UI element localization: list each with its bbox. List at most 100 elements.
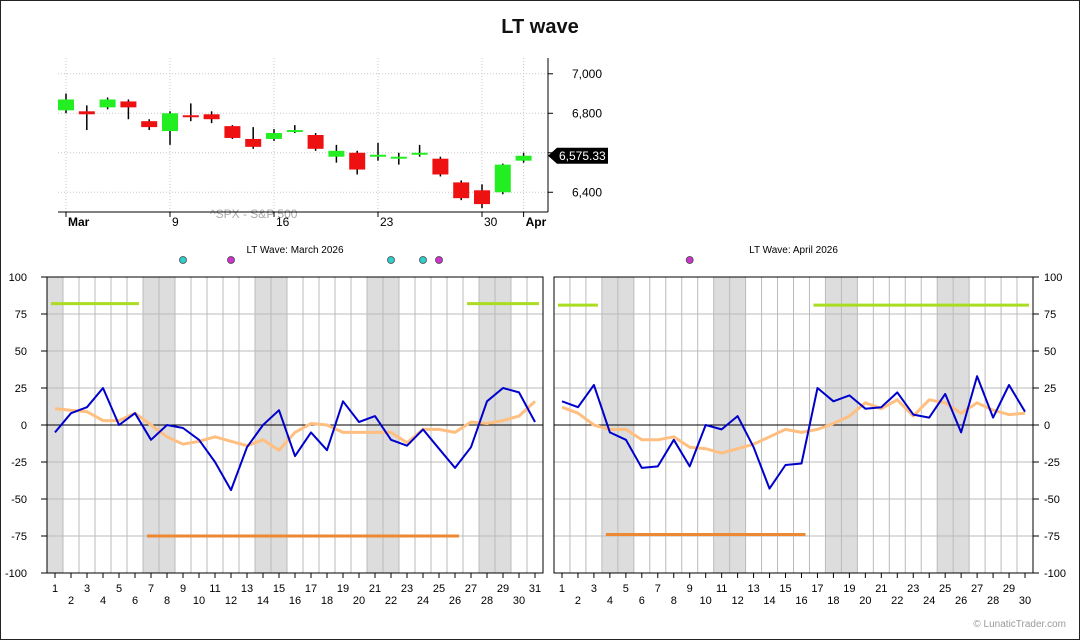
- x-tick-label: 9: [172, 215, 179, 229]
- chart-title: LT wave: [501, 16, 579, 38]
- watermark: ^SPX - S&P 500: [210, 207, 298, 221]
- day-label: 8: [671, 595, 677, 607]
- day-label: 1: [559, 583, 565, 595]
- day-label: 28: [481, 595, 493, 607]
- y-tick-label-left: -75: [11, 531, 27, 543]
- spx-candlestick-chart: ^SPX - S&P 5006,4006,6006,8007,000Mar916…: [58, 58, 608, 229]
- event-dot: [387, 256, 395, 264]
- candle-up: [162, 113, 178, 132]
- day-label: 17: [305, 583, 317, 595]
- day-label: 6: [132, 595, 138, 607]
- day-label: 26: [449, 595, 461, 607]
- candle-up: [286, 130, 303, 133]
- candle-down: [453, 182, 470, 199]
- day-label: 18: [321, 595, 333, 607]
- x-tick-label: 30: [484, 215, 498, 229]
- day-label: 10: [700, 595, 712, 607]
- last-value-marker: [548, 147, 608, 164]
- y-tick-label-right: 50: [1044, 346, 1056, 358]
- day-label: 15: [779, 583, 791, 595]
- day-label: 7: [655, 583, 661, 595]
- y-tick-label-left: 0: [21, 420, 27, 432]
- x-tick-label: Apr: [526, 215, 547, 229]
- day-label: 10: [193, 595, 205, 607]
- april-panel-title: LT Wave: April 2026: [749, 245, 838, 256]
- candle-down: [120, 101, 137, 108]
- day-label: 18: [827, 595, 839, 607]
- april-plot-frame: [553, 276, 1034, 574]
- day-label: 25: [433, 583, 445, 595]
- x-tick-label: 23: [380, 215, 394, 229]
- day-label: 14: [257, 595, 269, 607]
- day-label: 19: [843, 583, 855, 595]
- y-tick-label-left: 50: [15, 346, 27, 358]
- day-label: 6: [639, 595, 645, 607]
- day-label: 23: [907, 583, 919, 595]
- event-dot: [227, 256, 235, 264]
- day-label: 23: [401, 583, 413, 595]
- y-tick-label: 7,000: [572, 67, 602, 81]
- candle-up: [99, 99, 116, 108]
- candle-up: [266, 133, 282, 139]
- day-label: 9: [180, 583, 186, 595]
- event-dot: [685, 256, 694, 264]
- event-dot: [435, 256, 443, 264]
- y-tick-label-left: -25: [11, 457, 27, 469]
- y-tick-label-left: 75: [15, 309, 27, 321]
- day-label: 15: [273, 583, 285, 595]
- candle-down: [349, 152, 366, 170]
- y-tick-label-left: 25: [15, 383, 27, 395]
- day-label: 26: [955, 595, 967, 607]
- candle-up: [411, 152, 428, 155]
- day-label: 4: [607, 595, 613, 607]
- candle-up: [58, 99, 74, 111]
- day-label: 8: [164, 595, 170, 607]
- day-label: 16: [289, 595, 301, 607]
- day-label: 28: [987, 595, 999, 607]
- day-label: 22: [385, 595, 397, 607]
- candle-down: [245, 138, 262, 147]
- y-tick-label-right: -50: [1044, 494, 1060, 506]
- candle-down: [78, 111, 95, 115]
- day-label: 20: [859, 595, 871, 607]
- credit-label: © LunaticTrader.com: [973, 619, 1066, 630]
- y-tick-label-left: -100: [5, 568, 27, 580]
- day-label: 27: [971, 583, 983, 595]
- day-label: 2: [575, 595, 581, 607]
- day-label: 14: [763, 595, 775, 607]
- y-tick-label: 6,400: [572, 185, 602, 199]
- day-label: 12: [225, 595, 237, 607]
- event-dot: [419, 256, 427, 264]
- candle-up: [370, 154, 386, 157]
- day-label: 5: [116, 583, 122, 595]
- day-label: 31: [529, 583, 541, 595]
- y-tick-label-right: -100: [1044, 568, 1066, 580]
- day-label: 30: [1019, 595, 1031, 607]
- march-panel-title: LT Wave: March 2026: [246, 245, 344, 256]
- day-label: 17: [811, 583, 823, 595]
- candle-up: [390, 156, 407, 159]
- day-label: 27: [465, 583, 477, 595]
- candle-down: [474, 190, 490, 205]
- candle-down: [432, 158, 449, 175]
- y-tick-label-right: 25: [1044, 383, 1056, 395]
- day-label: 5: [623, 583, 629, 595]
- day-label: 25: [939, 583, 951, 595]
- day-label: 13: [241, 583, 253, 595]
- lt-wave-line: [54, 387, 536, 492]
- day-label: 4: [100, 595, 106, 607]
- day-label: 13: [747, 583, 759, 595]
- lt-wave-line: [561, 375, 1026, 490]
- y-tick-label-right: 75: [1044, 309, 1056, 321]
- x-tick-label: Mar: [68, 215, 90, 229]
- day-label: 21: [875, 583, 887, 595]
- day-label: 9: [687, 583, 693, 595]
- day-label: 3: [84, 583, 90, 595]
- day-label: 24: [417, 595, 429, 607]
- candle-up: [515, 155, 532, 161]
- day-label: 20: [353, 595, 365, 607]
- day-label: 7: [148, 583, 154, 595]
- last-value-label: 6,575.33: [559, 149, 606, 163]
- day-label: 12: [731, 595, 743, 607]
